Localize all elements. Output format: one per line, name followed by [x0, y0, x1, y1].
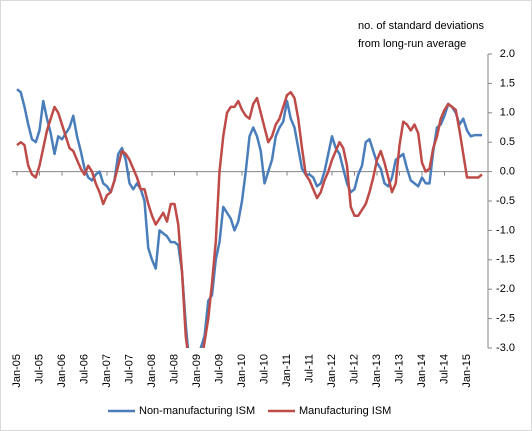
x-tick-label: Jul-05: [33, 354, 45, 384]
y-axis-label: from long-run average: [358, 38, 466, 50]
plot-lines: [16, 88, 483, 348]
x-tick-label: Jul-10: [258, 354, 270, 384]
y-tick-label: -2.5: [496, 313, 515, 325]
x-tick-label: Jan-14: [416, 354, 428, 388]
y-tick-label: -1.0: [496, 224, 515, 236]
x-tick-label: Jan-10: [236, 354, 248, 388]
x-tick-label: Jan-13: [371, 354, 383, 388]
y-tick-label: 1.5: [500, 77, 515, 89]
x-tick-label: Jan-15: [461, 354, 473, 388]
x-tick-label: Jul-06: [78, 354, 90, 384]
x-tick-label: Jul-12: [348, 354, 360, 384]
y-tick-label: -2.0: [496, 283, 515, 295]
y-tick-label: 0.0: [500, 166, 515, 178]
x-tick-label: Jan-05: [11, 354, 23, 388]
x-tick-label: Jan-12: [326, 354, 338, 388]
y-tick-label: -1.5: [496, 254, 515, 266]
y-tick-label: 2.0: [500, 48, 515, 60]
x-tick-label: Jul-14: [438, 354, 450, 384]
series-line: [16, 90, 483, 348]
legend-label: Non-manufacturing ISM: [139, 405, 255, 417]
x-tick-label: Jan-06: [56, 354, 68, 388]
x-tick-label: Jan-07: [101, 354, 113, 388]
x-tick-label: Jan-08: [146, 354, 158, 388]
x-tick-label: Jul-08: [168, 354, 180, 384]
x-tick-label: Jul-11: [303, 354, 315, 383]
y-tick-label: -3.0: [496, 342, 515, 354]
legend-label: Manufacturing ISM: [299, 405, 391, 417]
x-tick-label: Jan-09: [191, 354, 203, 388]
y-axis-label: no. of standard deviations: [358, 20, 484, 32]
y-tick-label: -0.5: [496, 195, 515, 207]
x-tick-label: Jan-11: [281, 354, 293, 387]
x-tick-label: Jul-09: [213, 354, 225, 384]
x-tick-label: Jul-07: [123, 354, 135, 384]
y-tick-label: 0.5: [500, 136, 515, 148]
y-tick-label: 1.0: [500, 107, 515, 119]
x-tick-label: Jul-13: [393, 354, 405, 384]
